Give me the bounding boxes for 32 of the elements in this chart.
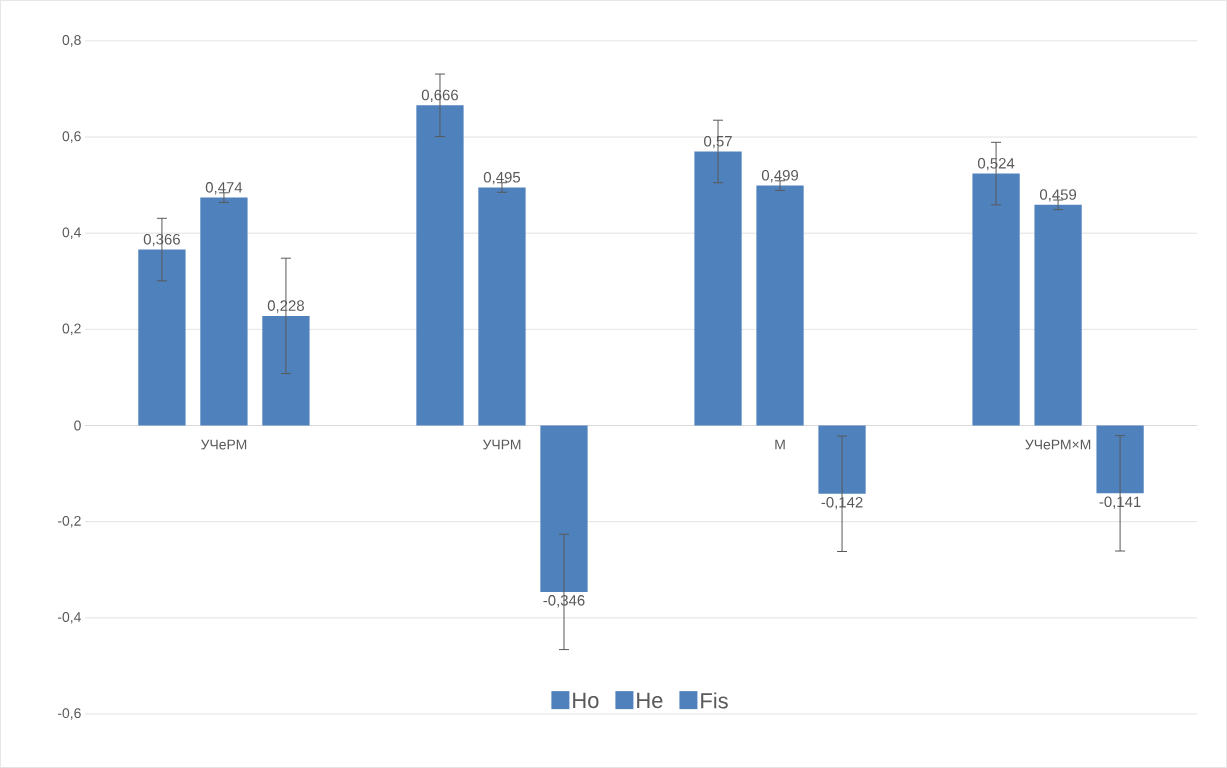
- y-tick-label: 0,2: [62, 323, 81, 336]
- bar: [972, 173, 1020, 426]
- legend-label: Fis: [701, 692, 728, 709]
- data-label: -0,346: [543, 595, 585, 608]
- bar: [138, 249, 186, 426]
- y-tick-label: 0,4: [62, 227, 81, 239]
- legend-label: He: [637, 692, 663, 709]
- bar: [416, 105, 464, 426]
- data-label: 0,57: [704, 135, 732, 149]
- x-tick-label: УЧеРМ×М: [1025, 439, 1091, 450]
- bar: [478, 187, 526, 426]
- x-tick-label: М: [775, 439, 785, 450]
- data-label: 0,499: [761, 170, 799, 183]
- y-tick-label: -0,2: [57, 515, 81, 528]
- x-tick-label: УЧеРМ: [200, 439, 247, 450]
- y-tick-label: -0,4: [57, 612, 81, 624]
- bar: [756, 185, 804, 426]
- y-tick-label: 0,8: [62, 35, 81, 47]
- bar: [694, 151, 742, 426]
- y-tick-label: 0,6: [62, 131, 81, 143]
- y-tick-label: -0,6: [57, 708, 81, 720]
- bar: [1034, 204, 1082, 426]
- data-label: -0,142: [821, 497, 863, 510]
- data-label: 0,474: [205, 182, 243, 195]
- data-label: 0,495: [483, 172, 521, 185]
- data-label: 0,666: [421, 89, 459, 103]
- legend-label: Ho: [573, 692, 599, 709]
- bar: [540, 425, 588, 592]
- x-tick-label: УЧРМ: [482, 439, 521, 450]
- bar: [200, 197, 248, 426]
- data-label: 0,459: [1039, 189, 1077, 202]
- y-tick-label: 0: [74, 420, 81, 431]
